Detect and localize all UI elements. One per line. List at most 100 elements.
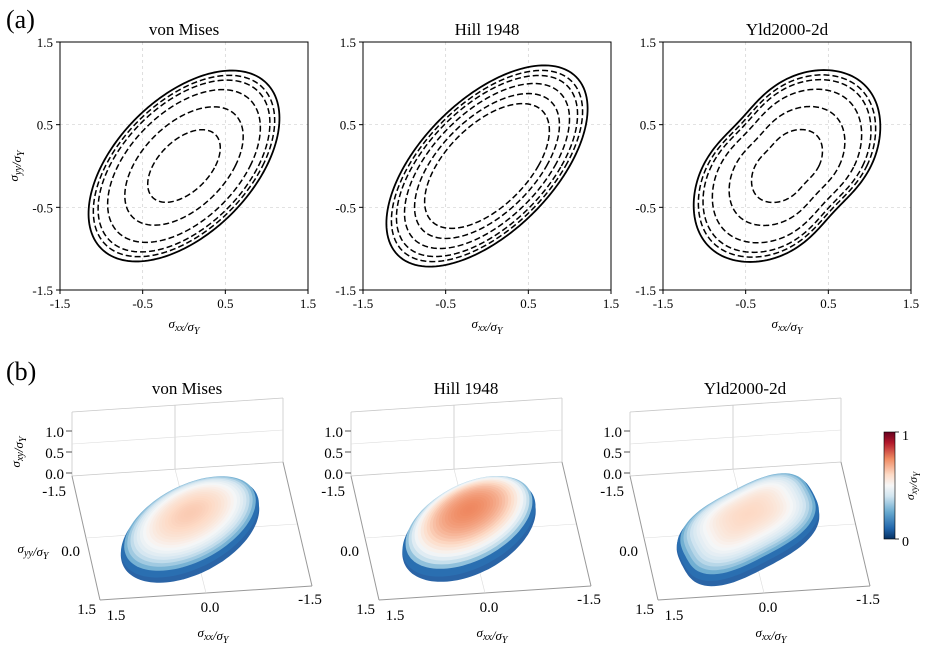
surface-plots: 1.00.50.0-1.50.01.5 1.5 0.0 -1.5σxy/σYσyy/σ…	[8, 379, 880, 645]
y-tick-label: -1.5	[32, 283, 53, 298]
z-tick-label: 1.0	[324, 425, 343, 441]
box-edge	[350, 397, 563, 413]
yield-contour-outer	[692, 69, 882, 263]
chart-title: Hill 1948	[434, 379, 499, 398]
y-tick-label: -1.5	[635, 283, 656, 298]
box-edge	[629, 397, 842, 413]
y-tick-label: 1.5	[635, 602, 654, 618]
yield-contour-inner	[728, 105, 846, 227]
yield-contour-inner	[395, 74, 579, 258]
yield-contour-inner	[97, 79, 271, 253]
x-tick-label: 1.5	[386, 608, 405, 624]
yield-contour-inner	[146, 128, 222, 204]
chart-title: von Mises	[152, 379, 222, 398]
grid-line	[71, 429, 284, 445]
y-tick-label: 1.5	[356, 602, 375, 618]
y-tick-label: 0.5	[640, 118, 656, 133]
colorbar-scale	[883, 431, 896, 540]
x-axis-label: σxx/σY	[772, 316, 804, 337]
x-tick-label: -1.5	[856, 592, 880, 608]
y-tick-label: 1.5	[37, 35, 53, 50]
y-tick-label: 0.0	[61, 544, 80, 560]
chart-title: von Mises	[149, 20, 219, 39]
contour-plot-2: -1.5 -0.5 0.5 1.5 -1.5 -0.5 0.5 1.5 Hill 1948 σxx…	[335, 20, 619, 337]
x-axis-label: σxx/σY	[198, 625, 230, 645]
x-axis-label: σxx/σY	[169, 316, 201, 337]
x-tick-label: -0.5	[435, 296, 456, 311]
surface-plot-2: 1.00.50.0-1.50.01.5 1.5 0.0 -1.5σxx/σYHill …	[321, 379, 601, 645]
colorbar-tick-label-bottom: 0	[902, 535, 909, 550]
grid-line	[629, 429, 842, 445]
x-tick-label: 1.5	[300, 296, 316, 311]
z-axis-label: σxy/σY	[8, 435, 29, 467]
contour-plot-1: -1.5 -0.5 0.5 1.5 -1.5 -0.5 0.5 1.5 von Mises σxx…	[6, 20, 316, 337]
x-tick-label: 1.5	[665, 608, 684, 624]
contour-plot-3: -1.5 -0.5 0.5 1.5 -1.5 -0.5 0.5 1.5 Yld2000-2d σx…	[635, 20, 919, 337]
y-tick-label: -1.5	[42, 484, 66, 500]
z-tick-label: 1.0	[45, 425, 64, 441]
x-tick-label: 0.5	[820, 296, 836, 311]
y-tick-label: 1.5	[77, 602, 96, 618]
yield-contour-inner	[711, 88, 863, 244]
yield-contour-inner	[750, 128, 824, 204]
axes-frame	[662, 41, 912, 291]
surface-band	[186, 510, 194, 516]
surface-plot-3: 1.00.50.0-1.50.01.5 1.5 0.0 -1.5σxx/σYYld20…	[600, 379, 880, 645]
box-edge	[629, 461, 842, 477]
box-edge	[71, 397, 284, 413]
y-tick-label: 0.5	[340, 118, 356, 133]
x-tick-label: -0.5	[735, 296, 756, 311]
z-tick-label: 1.0	[603, 425, 622, 441]
surface-band	[744, 511, 752, 517]
yield-contour-inner	[390, 69, 584, 263]
x-tick-label: 0.0	[201, 600, 220, 616]
surface-band	[466, 507, 472, 512]
chart-title: Yld2000-2d	[746, 20, 829, 39]
panel-label-b: (b)	[6, 357, 36, 386]
y-tick-label: -1.5	[321, 484, 345, 500]
x-tick-label: -0.5	[132, 296, 153, 311]
x-tick-label: -1.5	[298, 592, 322, 608]
x-tick-label: -1.5	[653, 296, 674, 311]
grid-line	[350, 429, 563, 445]
yield-contour-inner	[403, 82, 571, 250]
y-tick-label: 1.5	[340, 35, 356, 50]
x-tick-label: -1.5	[353, 296, 374, 311]
x-tick-label: 0.5	[520, 296, 536, 311]
colorbar: 1 0 σxy/σY	[883, 429, 922, 550]
yield-contour-inner	[413, 92, 561, 240]
z-tick-label: 0.0	[603, 467, 622, 483]
yield-contour-inner	[702, 78, 872, 254]
x-tick-label: 1.5	[107, 608, 126, 624]
colorbar-tick-label-top: 1	[902, 429, 909, 444]
x-tick-label: -1.5	[577, 592, 601, 608]
y-tick-label: -1.5	[335, 283, 356, 298]
y-tick-label: 0.0	[340, 544, 359, 560]
z-tick-label: 0.5	[603, 446, 622, 462]
z-tick-label: 0.0	[45, 467, 64, 483]
yield-contour-inner	[697, 74, 877, 258]
y-tick-label: -0.5	[335, 200, 356, 215]
yield-contour-inner	[106, 88, 262, 244]
y-tick-label: -0.5	[32, 200, 53, 215]
colorbar-label: σxy/σY	[903, 471, 922, 500]
y-axis-label: σyy/σY	[18, 541, 50, 562]
panel-label-a: (a)	[6, 5, 35, 34]
x-axis-label: σxx/σY	[472, 316, 504, 337]
chart-title: Yld2000-2d	[704, 379, 787, 398]
x-tick-label: -1.5	[50, 296, 71, 311]
z-tick-label: 0.5	[324, 446, 343, 462]
z-tick-label: 0.0	[324, 467, 343, 483]
x-axis-label: σxx/σY	[477, 625, 509, 645]
yield-contour-inner	[423, 102, 551, 230]
y-tick-label: -0.5	[635, 200, 656, 215]
axes-frame	[362, 41, 612, 291]
yield-contour-outer	[385, 64, 589, 268]
x-tick-label: 1.5	[603, 296, 619, 311]
x-tick-label: 0.0	[480, 600, 499, 616]
box-edge	[561, 461, 592, 587]
x-tick-label: 0.5	[217, 296, 233, 311]
axes-frame	[59, 41, 309, 291]
box-edge	[71, 461, 284, 477]
